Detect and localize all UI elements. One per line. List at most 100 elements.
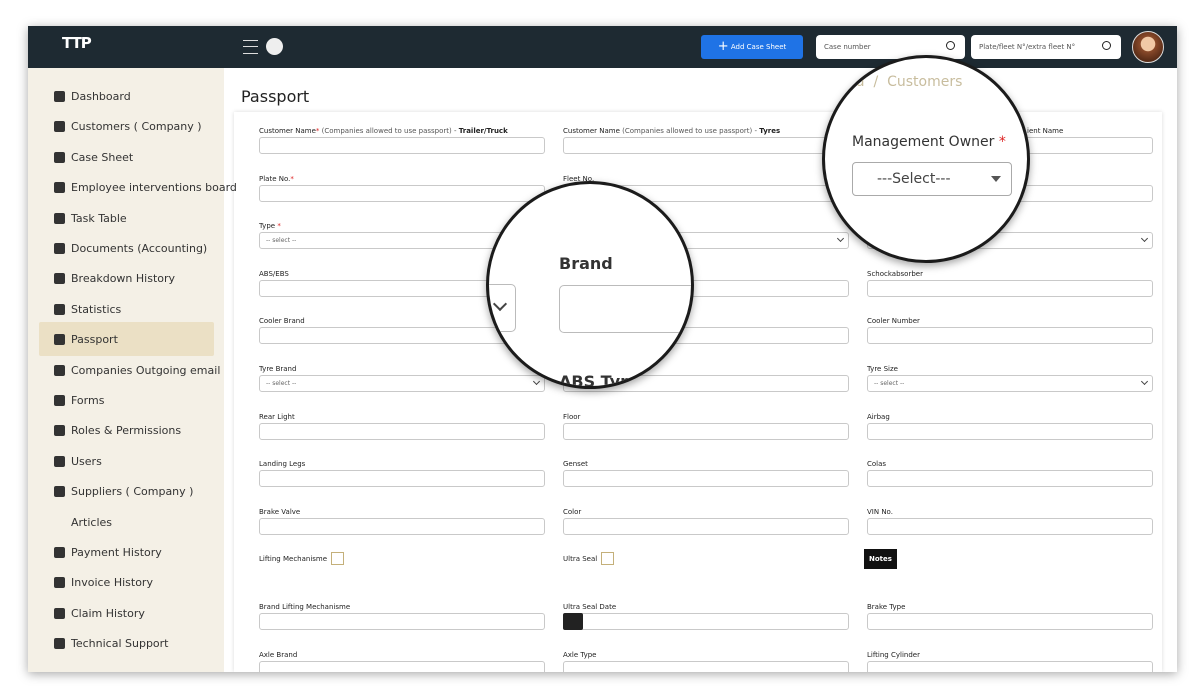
zoom-brand: Brand ABS Typ [486, 181, 694, 389]
field-label: Landing Legs [259, 460, 305, 468]
menu-icon [54, 395, 65, 406]
calendar-button [563, 613, 583, 630]
text-field[interactable] [259, 660, 545, 672]
label-emphasis: Trailer/Truck [458, 127, 508, 135]
label-text: Brake Valve [259, 507, 301, 516]
field-label: Floor [563, 413, 580, 421]
menu-icon [54, 121, 65, 133]
label-text: Axle Brand [259, 650, 298, 659]
menu-item[interactable]: Users [71, 454, 102, 468]
notes-button[interactable]: Notes [864, 549, 897, 570]
label-text: Color [563, 507, 582, 516]
menu-item[interactable]: Case Sheet [71, 150, 134, 164]
text-field[interactable] [259, 137, 545, 154]
field-label: ABS/EBS [259, 270, 289, 278]
select-field[interactable]: -- select -- [259, 375, 545, 392]
label-text: Tyre Size [867, 365, 898, 373]
text-field[interactable] [563, 470, 849, 488]
label-text: Type [259, 222, 278, 231]
select-field[interactable]: -- select -- [867, 375, 1153, 392]
field-label: Axle Brand [259, 651, 297, 659]
placeholder: -- select -- [266, 237, 297, 245]
menu-item[interactable]: Statistics [71, 302, 122, 316]
menu-item[interactable]: Articles [71, 515, 113, 529]
menu-item[interactable]: Passport [71, 333, 118, 347]
text-field[interactable] [867, 613, 1153, 630]
menu-item[interactable]: Suppliers ( Company ) [71, 485, 194, 499]
menu-icon [54, 334, 65, 346]
label-text: Floor [563, 412, 581, 421]
menu-item[interactable]: Payment History [71, 546, 162, 559]
text-field[interactable] [867, 660, 1153, 672]
label-text: Brake Type [867, 603, 906, 611]
text-field[interactable] [867, 327, 1153, 345]
zoom-label: Management Owner * [852, 134, 1006, 150]
text-field[interactable] [867, 517, 1153, 535]
menu-item[interactable]: Roles & Permissions [71, 424, 182, 438]
menu-item[interactable]: Companies Outgoing email [71, 363, 221, 377]
chevron [1140, 377, 1149, 386]
label-text: VIN No. [867, 507, 893, 516]
text-field[interactable] [867, 422, 1153, 440]
field-label: Ultra Seal Date [563, 603, 616, 611]
menu-item[interactable]: Claim History [71, 606, 145, 620]
label-text: Landing Legs [259, 460, 306, 469]
menu-item[interactable]: Dashboard [71, 90, 131, 103]
user-avatar[interactable] [1132, 31, 1164, 63]
zoom-select: ---Select--- [852, 162, 1012, 196]
owner-label: Management Owner [852, 134, 999, 150]
text-field[interactable] [259, 613, 545, 630]
menu-item[interactable]: Invoice History [71, 576, 153, 590]
label-text: Cooler Number [867, 317, 920, 326]
menu-item[interactable]: Forms [71, 394, 105, 407]
label-text: Ultra Seal [563, 555, 598, 564]
add-case-sheet-button[interactable]: + Add Case Sheet [701, 35, 803, 59]
zoom-select [489, 284, 516, 332]
zoom-label: Brand [559, 254, 613, 273]
checkbox[interactable] [331, 552, 345, 566]
label-text: Plate No. [259, 174, 291, 183]
field-label: Brake Type [867, 603, 905, 611]
logo[interactable]: TTP [62, 34, 92, 52]
text-field[interactable] [563, 422, 849, 440]
field-label: ient Name [1027, 127, 1063, 135]
label-emphasis: Tyres [759, 127, 781, 135]
text-field[interactable] [563, 137, 849, 154]
label-text: Lifting Cylinder [867, 650, 920, 659]
add-case-sheet-text: Add Case Sheet [730, 43, 787, 51]
text-field[interactable] [259, 517, 545, 535]
text-field[interactable] [563, 660, 849, 672]
label-text: Rear Light [259, 412, 295, 421]
checkbox[interactable] [601, 552, 615, 566]
chevron [836, 235, 845, 243]
menu-item[interactable]: Customers ( Company ) [71, 120, 202, 134]
text-field[interactable] [867, 470, 1153, 488]
zoom-owner: oard / Customers Management Owner * ---S… [822, 55, 1030, 263]
menu-item[interactable]: Breakdown History [71, 272, 176, 286]
label-text: Fleet No. [563, 174, 595, 183]
text-field[interactable] [259, 470, 545, 488]
menu-item[interactable]: Employee interventions board [71, 181, 237, 195]
menu-toggle[interactable] [243, 40, 258, 54]
label-text: Brand Lifting Mechanisme [259, 603, 351, 611]
plate-search[interactable]: Plate/fleet N°/extra fleet N° [971, 35, 1121, 59]
breadcrumb-current: Customers [887, 74, 963, 90]
label-text: ient Name [1027, 127, 1064, 135]
field-label: Ultra Seal [563, 555, 597, 563]
dashboard-icon[interactable] [266, 38, 283, 55]
text-field[interactable] [259, 422, 545, 440]
menu-item[interactable]: Technical Support [71, 637, 169, 651]
text-field[interactable] [563, 613, 849, 630]
menu-item[interactable]: Task Table [71, 211, 127, 225]
text-field[interactable] [563, 517, 849, 535]
menu-item[interactable]: Documents (Accounting) [71, 242, 208, 255]
field-label: Lifting Cylinder [867, 651, 920, 659]
field-label: Brake Valve [259, 508, 300, 516]
text-field[interactable] [259, 184, 545, 202]
field-label: Lifting Mechanisme [259, 555, 327, 563]
field-label: Colas [867, 460, 886, 468]
text-field[interactable] [867, 279, 1153, 297]
label-text: Customer Name [563, 127, 620, 135]
plate-search-placeholder: Plate/fleet N°/extra fleet N° [979, 43, 1076, 51]
case-search[interactable]: Case number [816, 35, 965, 59]
